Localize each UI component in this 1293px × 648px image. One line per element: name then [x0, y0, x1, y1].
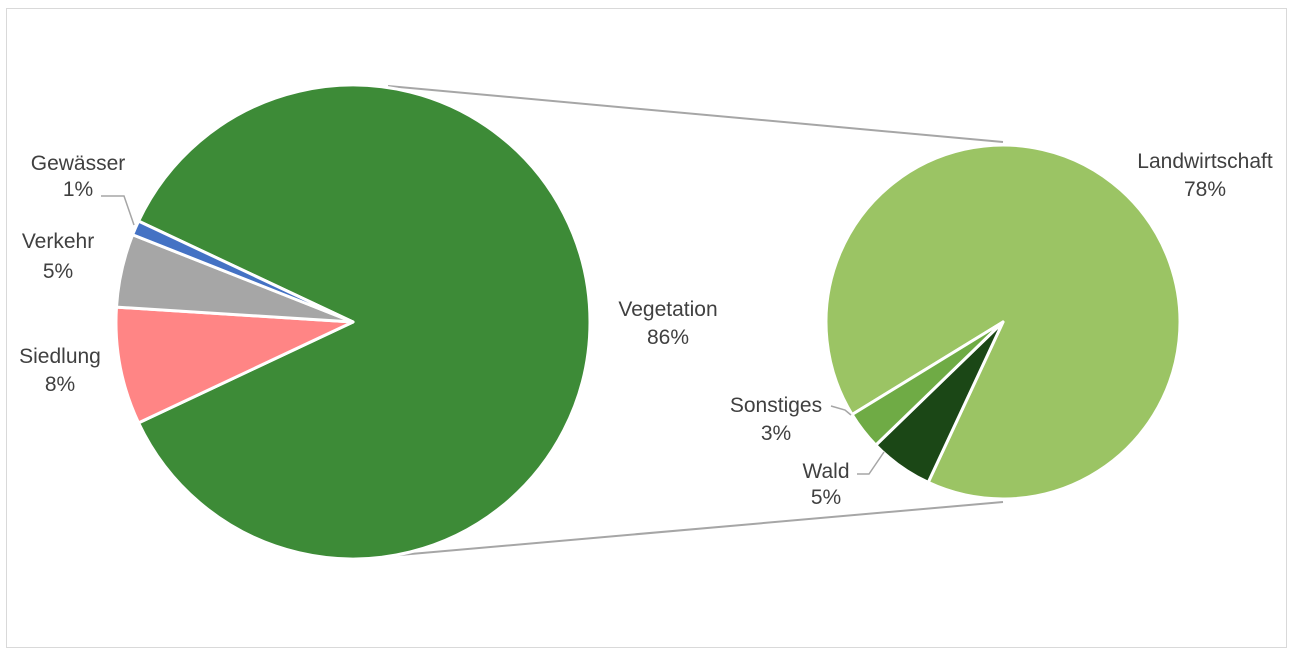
label-landwirtschaft-name: Landwirtschaft — [1137, 150, 1273, 173]
connector-line-bottom — [387, 501, 1004, 557]
label-sonstiges-value: 3% — [761, 422, 791, 445]
main-slice-gewasser — [131, 219, 355, 324]
label-vegetation-name: Vegetation — [618, 298, 717, 321]
label-siedlung-value: 8% — [45, 373, 75, 396]
main-pie — [114, 83, 592, 561]
main-slice-vegetation — [137, 83, 592, 561]
leader-line-gewaesser — [101, 195, 135, 226]
pie-of-pie-chart: Gewässer 1% Verkehr 5% Siedlung 8% Veget… — [19, 83, 1273, 561]
secondary-pie — [824, 143, 1182, 501]
leader-line-wald — [857, 451, 885, 475]
connector-line-top — [387, 85, 1004, 143]
label-siedlung-name: Siedlung — [19, 345, 101, 368]
leader-line-sonstiges — [830, 405, 852, 416]
label-gewaesser-value: 1% — [63, 178, 93, 201]
label-wald-name: Wald — [802, 460, 849, 483]
label-wald-value: 5% — [811, 486, 841, 509]
label-gewaesser-name: Gewässer — [31, 152, 126, 175]
label-vegetation-value: 86% — [647, 326, 689, 349]
label-sonstiges-name: Sonstiges — [730, 394, 822, 417]
label-verkehr-name: Verkehr — [22, 230, 94, 253]
label-verkehr-value: 5% — [43, 260, 73, 283]
secondary-slice-sonstiges — [850, 320, 1005, 447]
main-slice-siedlung — [114, 305, 355, 425]
label-landwirtschaft-value: 78% — [1184, 178, 1226, 201]
